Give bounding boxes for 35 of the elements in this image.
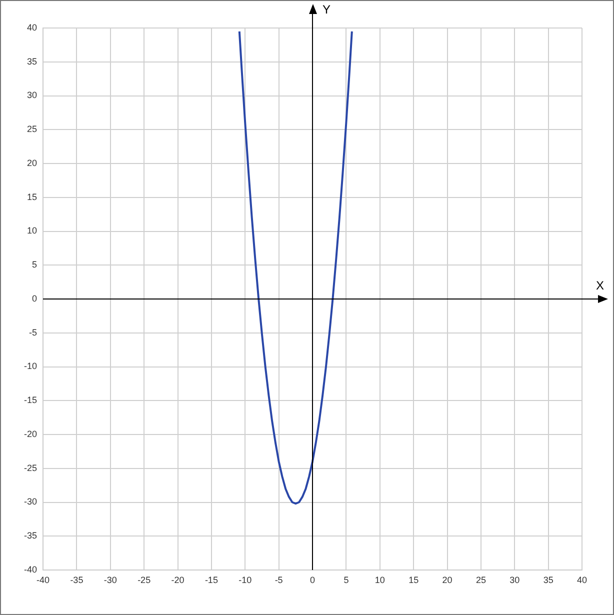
x-tick-label: -20 — [171, 574, 184, 585]
x-tick-label: 40 — [576, 574, 588, 585]
y-tick-label: 25 — [26, 124, 37, 134]
y-tick-label: 40 — [26, 22, 37, 32]
x-tick-label: 15 — [408, 574, 419, 585]
x-tick-label: 25 — [476, 574, 486, 585]
x-tick-label: -35 — [70, 574, 84, 585]
y-tick-label: 10 — [26, 226, 37, 236]
y-tick-label: 20 — [26, 158, 37, 168]
y-tick-label: -30 — [24, 496, 37, 507]
x-tick-label: 30 — [510, 574, 520, 585]
x-axis-title: X — [596, 278, 604, 292]
y-tick-label: -40 — [24, 564, 37, 574]
x-tick-label: 10 — [374, 574, 385, 585]
x-tick-label: 0 — [310, 574, 316, 585]
y-tick-label: -25 — [24, 462, 37, 473]
y-tick-label: 35 — [26, 56, 37, 66]
y-tick-label: 0 — [32, 293, 37, 304]
x-tick-label: 35 — [543, 574, 554, 585]
y-tick-label: -20 — [24, 428, 37, 439]
y-tick-label: 5 — [32, 260, 37, 270]
y-tick-label: -15 — [24, 395, 37, 406]
x-tick-label: -30 — [104, 574, 117, 585]
x-tick-label: -15 — [204, 574, 218, 585]
y-axis-title: Y — [322, 2, 331, 16]
x-tick-label: -25 — [138, 574, 151, 585]
x-tick-label: 20 — [442, 574, 452, 585]
x-tick-label: -5 — [274, 574, 283, 585]
x-tick-label: 5 — [344, 574, 349, 585]
y-tick-label: -10 — [24, 361, 37, 372]
y-tick-label: -5 — [28, 327, 37, 338]
y-tick-label: 30 — [26, 90, 37, 100]
y-tick-label: 15 — [26, 192, 37, 202]
x-tick-label: -10 — [238, 574, 252, 585]
y-tick-label: -35 — [24, 530, 37, 541]
